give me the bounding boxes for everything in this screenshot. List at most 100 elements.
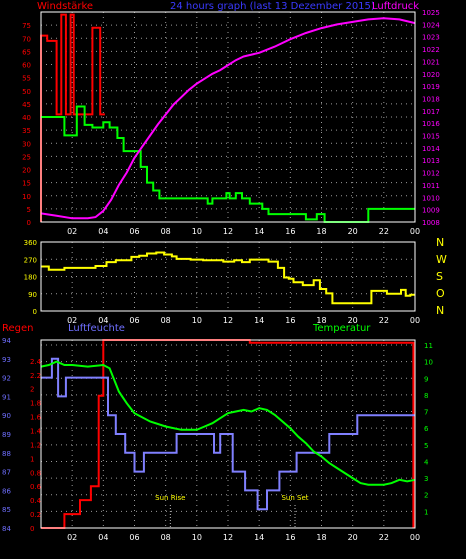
rain-y-tick-label: 2.4 [30,358,42,366]
pressure-y-tick-label: 1019 [422,83,440,91]
series-windrichtung [41,251,415,305]
chart3-x-tick-label: 16 [285,533,295,542]
temperature-y-tick-label: 1 [424,508,428,516]
pressure-y-tick-label: 1016 [422,120,440,128]
humidity-y-tick-label: 90 [2,412,11,420]
pressure-y-tick-label: 1021 [422,58,440,66]
temperature-y-tick-label: 10 [424,359,433,367]
wind-y-tick-label: 70 [22,35,31,43]
chart3-x-tick-label: 20 [348,533,358,542]
chart2-x-tick-label: 00 [410,316,420,325]
pressure-y-tick-label: 1024 [422,21,440,29]
series-temperatur [40,360,416,486]
rain-y-tick-label: 0 [30,525,34,533]
chart1-x-tick-label: 10 [192,227,202,236]
wind-y-tick-label: 45 [22,101,31,109]
chart2-x-tick-label: 18 [316,316,326,325]
rain-y-tick-label: 1 [30,455,34,463]
pressure-y-tick-label: 1023 [422,34,440,42]
temperature-y-tick-label: 6 [424,425,429,433]
compass-label: N [436,236,444,249]
rain-y-tick-label: 2 [30,386,34,394]
chart3-x-tick-label: 04 [98,533,108,542]
chart2-x-tick-label: 14 [254,316,264,325]
series-regen [41,339,415,529]
rain-y-tick-label: 0.4 [30,497,42,505]
wind-y-tick-label: 50 [22,88,31,96]
humidity-y-tick-label: 87 [2,469,11,477]
wind-y-tick-label: 10 [22,193,31,201]
pressure-y-tick-label: 1012 [422,170,440,178]
chart1-x-tick-label: 00 [410,227,420,236]
chart2-x-tick-label: 06 [129,316,139,325]
temperature-y-tick-label: 4 [424,458,429,466]
pressure-y-tick-label: 1022 [422,46,440,54]
chart2-x-tick-label: 16 [285,316,295,325]
humidity-y-tick-label: 94 [2,337,11,345]
rain-y-tick-label: 2.2 [30,372,41,380]
chart3-x-tick-label: 18 [316,533,326,542]
pressure-y-tick-label: 1008 [422,219,440,227]
sunset-label: Sun Set [281,494,308,502]
wind-y-tick-label: 65 [22,48,31,56]
humidity-y-tick-label: 89 [2,431,11,439]
chart2-x-tick-label: 22 [379,316,389,325]
series-windst-rke-b-en [40,13,105,222]
humidity-y-tick-label: 85 [2,506,11,514]
temperature-y-tick-label: 3 [424,475,428,483]
compass-label: O [436,287,445,300]
wind-y-tick-label: 75 [22,22,31,30]
pressure-y-tick-label: 1011 [422,182,440,190]
chart1-x-tick-label: 16 [285,227,295,236]
wind-y-tick-label: 55 [22,75,31,83]
chart2-x-tick-label: 08 [161,316,171,325]
chart2-frame [40,241,416,312]
chart2-x-tick-label: 10 [192,316,202,325]
chart1-x-tick-label: 02 [67,227,77,236]
wind-y-tick-label: 35 [22,127,31,135]
chart1-x-tick-label: 20 [348,227,358,236]
graph-title: 24 hours graph (last 13 Dezember 2015) [170,1,375,12]
humidity-axis-title: Luftfeuchte [68,323,125,334]
chart3-x-tick-label: 08 [161,533,171,542]
compass-label: W [436,253,447,266]
temperature-y-tick-label: 9 [424,375,428,383]
rain-axis-title: Regen [2,323,34,334]
direction-y-tick-label: 180 [24,274,37,282]
chart1-x-tick-label: 06 [129,227,139,236]
pressure-axis-title: Luftdruck [372,1,419,12]
wind-y-tick-label: 40 [22,114,31,122]
rain-y-tick-label: 0.6 [30,483,42,491]
chart3-x-tick-label: 12 [223,533,233,542]
pressure-y-tick-label: 1025 [422,9,440,17]
sunrise-label: Sun Rise [155,494,185,502]
chart2-x-tick-label: 20 [348,316,358,325]
humidity-y-tick-label: 93 [2,356,11,364]
series-luftfeuchte [41,357,415,511]
chart1-frame [40,11,416,223]
chart3-x-tick-label: 02 [67,533,77,542]
chart1-x-tick-label: 18 [316,227,326,236]
temperature-y-tick-label: 7 [424,409,428,417]
humidity-y-tick-label: 92 [2,375,11,383]
temperature-y-tick-label: 2 [424,492,428,500]
pressure-y-tick-label: 1014 [422,145,440,153]
pressure-y-tick-label: 1017 [422,108,440,116]
chart2-x-tick-label: 12 [223,316,233,325]
chart1-x-tick-label: 22 [379,227,389,236]
rain-y-tick-label: 0.2 [30,511,41,519]
chart3-x-tick-label: 22 [379,533,389,542]
direction-y-tick-label: 360 [24,239,37,247]
chart1-x-tick-label: 12 [223,227,233,236]
rain-y-tick-label: 1.4 [30,428,42,436]
temperature-y-tick-label: 8 [424,392,428,400]
wind-y-tick-label: 5 [27,206,31,214]
chart3-x-tick-label: 00 [410,533,420,542]
compass-label: N [436,304,444,317]
wind-axis-title: Windstärke [37,1,93,12]
compass-label: S [436,270,443,283]
chart2-x-tick-label: 04 [98,316,108,325]
pressure-y-tick-label: 1018 [422,95,440,103]
